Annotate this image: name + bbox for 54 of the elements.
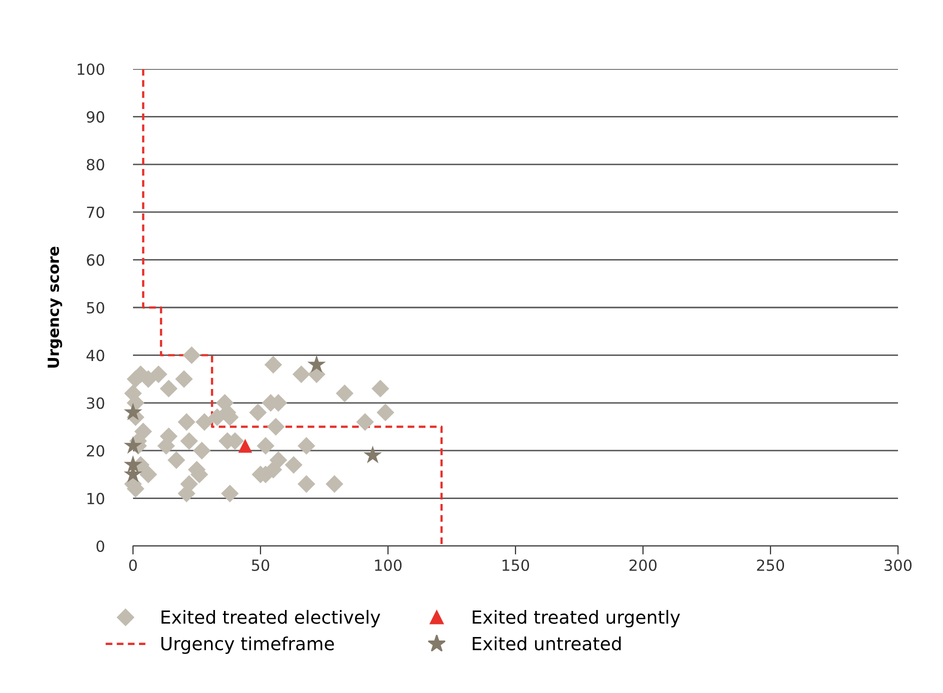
x-tick-label: 300 [884,559,912,572]
point [124,402,142,420]
point [139,466,158,484]
point [256,436,274,455]
point [249,404,267,422]
point [356,413,374,431]
x-tick-label: 250 [757,559,784,572]
legend-label: Exited treated urgently [472,610,680,628]
y-tick-label: 90 [86,111,104,123]
x-tick-label: 200 [630,559,657,572]
x-tick-label: 150 [502,559,530,572]
y-tick-label: 40 [86,350,104,362]
point [292,365,310,384]
point [363,446,382,464]
point [160,380,178,398]
point [284,456,302,474]
point [196,413,214,431]
point [307,355,326,373]
legend-label: Urgency timeframe [161,636,334,654]
point [178,413,196,431]
y-axis-title: Urgency score [48,246,62,368]
y-tick-label: 60 [86,254,104,266]
legend-label: Exited untreated [472,636,621,650]
point [150,365,168,384]
point [182,346,200,364]
y-tick-label: 50 [86,302,104,314]
point [238,438,252,453]
point [376,404,394,422]
point [266,418,285,436]
point [193,442,211,460]
point [180,432,198,450]
point [326,475,344,493]
y-tick-label: 0 [96,540,104,552]
y-tick-label: 100 [78,63,104,76]
y-tick-label: 70 [87,206,104,218]
point [175,370,193,388]
point [298,475,316,493]
y-tick-label: 80 [86,158,104,170]
point [372,380,390,398]
y-tick-label: 30 [86,397,104,409]
point [270,451,288,469]
y-tick-label: 20 [86,445,104,457]
point [298,436,316,455]
point [168,451,186,469]
y-tick-label: 10 [87,492,104,504]
point [221,484,239,502]
point [336,384,354,402]
point [264,356,282,374]
x-tick-label: 50 [252,559,270,572]
line-series [142,69,443,546]
x-tick-label: 100 [375,559,402,572]
legend-label: Exited treated electively [162,610,380,628]
point [124,436,142,454]
x-tick-label: 0 [129,559,137,572]
